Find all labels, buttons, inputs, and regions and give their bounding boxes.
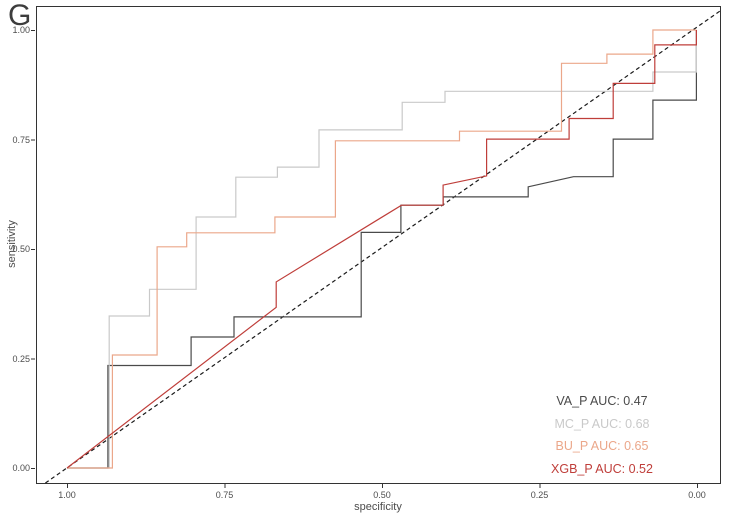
x-axis-title: specificity — [354, 501, 402, 513]
x-tick-label: 0.75 — [215, 490, 234, 500]
y-tick-label: 0.25 — [12, 353, 30, 364]
panel-label: G — [8, 0, 32, 32]
x-tick-label: 0.25 — [530, 490, 549, 500]
panel-border — [36, 6, 721, 484]
roc-curve-mc_p — [67, 30, 698, 469]
y-tick-label: 0.00 — [12, 463, 30, 473]
roc-curve-bu_p — [67, 29, 697, 469]
legend-item-va_p: VA_P AUC: 0.47 — [556, 394, 648, 408]
y-tick-label: 0.50 — [12, 244, 30, 254]
reference-diagonal-line — [45, 10, 721, 484]
y-tick-label: 1.00 — [12, 25, 30, 35]
x-tick-label: 0.00 — [688, 490, 706, 500]
legend-item-bu_p: BU_P AUC: 0.65 — [555, 439, 649, 454]
y-tick-label: 0.75 — [12, 134, 30, 145]
legend-item-mc_p: MC_P AUC: 0.68 — [554, 416, 650, 431]
roc-curve-xgb_p — [66, 30, 698, 469]
x-tick-label: 0.50 — [373, 490, 391, 500]
x-tick-label: 1.00 — [58, 490, 76, 500]
legend-item-xgb_p: XGB_P AUC: 0.52 — [551, 461, 653, 476]
